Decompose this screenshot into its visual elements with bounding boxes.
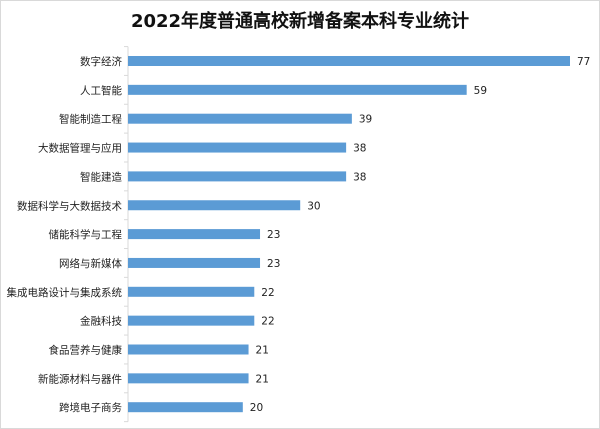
category-label: 集成电路设计与集成系统 [7,286,123,299]
value-label: 59 [474,85,487,97]
bar [128,344,249,355]
bar [128,56,570,66]
category-label: 跨境电子商务 [59,401,122,414]
category-label: 智能制造工程 [59,113,122,126]
bar [128,142,347,153]
bar [128,84,467,95]
value-label: 38 [353,143,366,155]
bar [128,315,255,326]
category-label: 储能科学与工程 [49,228,123,241]
value-label: 77 [577,56,590,68]
category-label: 金融科技 [80,315,122,328]
category-label: 数据科学与大数据技术 [17,199,122,212]
bar [128,373,249,384]
value-label: 23 [267,258,280,270]
category-label: 数字经济 [80,55,122,68]
value-label: 30 [307,200,320,212]
bar [128,171,347,182]
value-label: 22 [261,316,274,328]
bar [128,229,261,240]
category-label: 智能建造 [80,170,122,183]
category-label: 网络与新媒体 [59,257,122,270]
bar [128,286,255,297]
category-label: 食品营养与健康 [49,344,123,357]
value-label: 23 [267,229,280,241]
value-label: 21 [256,345,269,357]
bar [128,257,261,268]
chart-title: 2022年度普通高校新增备案本科专业统计 [130,11,470,32]
value-label: 22 [261,287,274,299]
value-label: 21 [256,373,269,385]
value-label: 38 [353,171,366,183]
value-label: 20 [250,402,263,414]
category-label: 大数据管理与应用 [38,142,122,155]
category-label: 新能源材料与器件 [38,372,122,385]
category-label: 人工智能 [80,84,122,97]
bar [128,113,352,124]
bar [128,402,243,413]
bar [128,200,301,211]
value-label: 39 [359,114,372,126]
